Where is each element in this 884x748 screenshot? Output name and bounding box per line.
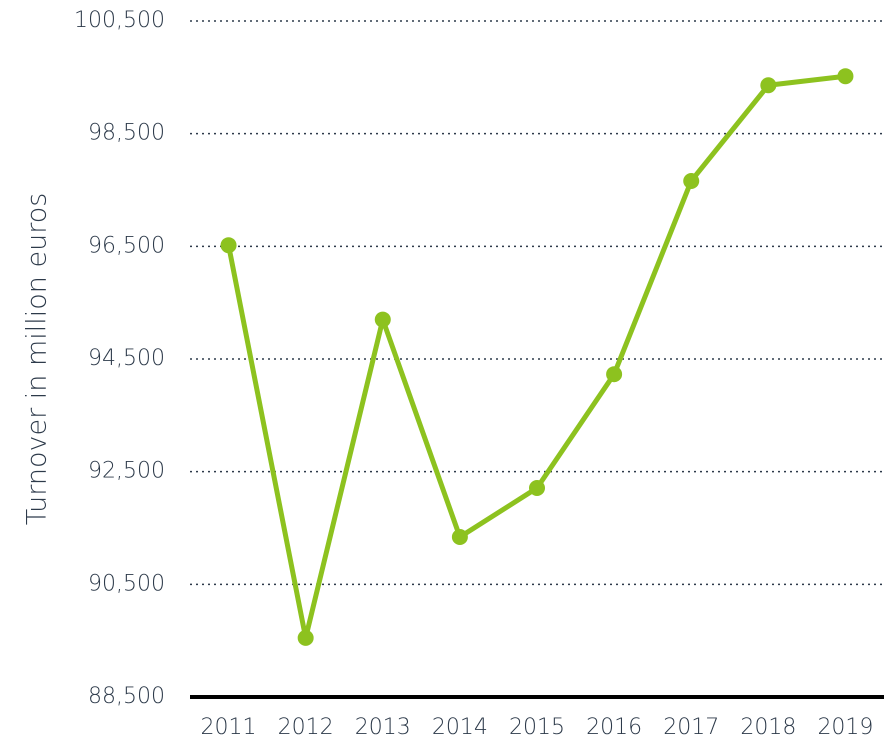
x-tick-label: 2015 xyxy=(509,715,565,740)
y-axis-label: Turnover in million euros xyxy=(22,193,53,526)
point xyxy=(451,529,468,546)
point xyxy=(683,172,700,189)
y-tick-label: 88,500 xyxy=(88,684,165,709)
y-tick-label: 100,500 xyxy=(74,8,165,33)
y-tick-label: 94,500 xyxy=(88,346,165,371)
point xyxy=(837,68,854,85)
x-tick-label: 2011 xyxy=(201,715,257,740)
x-tick-label: 2013 xyxy=(355,715,411,740)
point xyxy=(374,311,391,328)
x-tick-label: 2016 xyxy=(586,715,642,740)
line xyxy=(226,73,846,641)
y-tick-label: 92,500 xyxy=(88,459,165,484)
x-tick-label: 2019 xyxy=(817,715,873,740)
y-tick-label: 98,500 xyxy=(88,121,165,146)
x-tick-label: 2017 xyxy=(663,715,719,740)
point xyxy=(529,480,545,497)
y-tick-label: 90,500 xyxy=(88,571,165,596)
point xyxy=(760,77,777,94)
x-tick-label: 2012 xyxy=(278,715,334,740)
point xyxy=(606,366,623,383)
x-tick-label: 2018 xyxy=(740,715,796,740)
point xyxy=(220,237,237,254)
point xyxy=(297,629,314,646)
x-tick-label: 2014 xyxy=(432,715,488,740)
y-tick-label: 96,500 xyxy=(88,233,165,258)
